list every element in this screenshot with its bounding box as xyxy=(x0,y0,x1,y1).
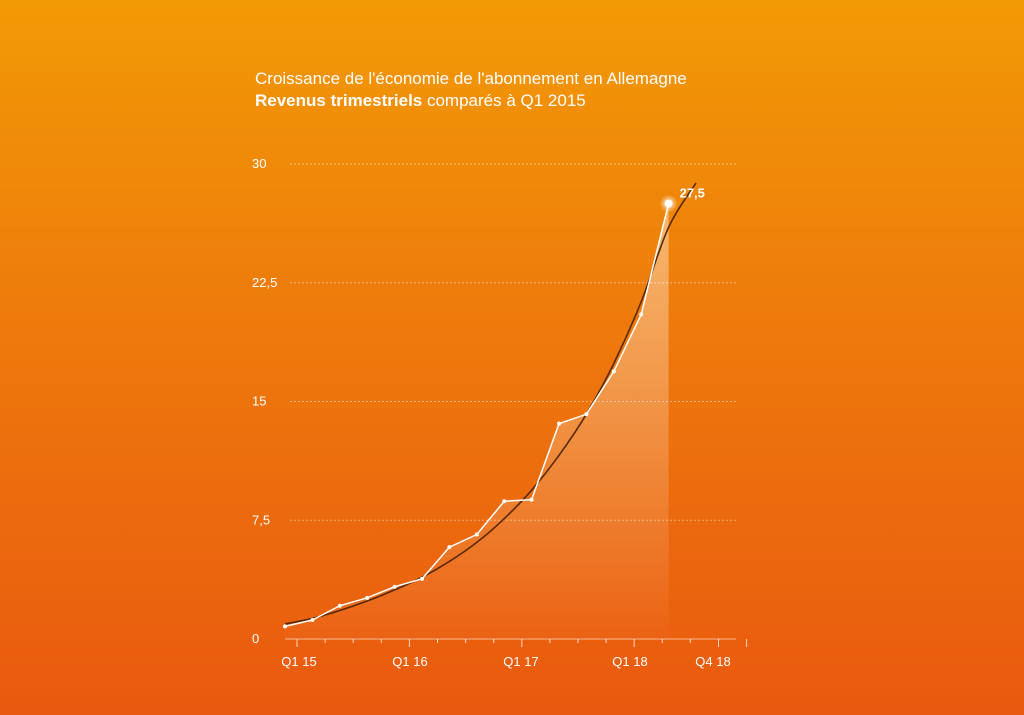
chart-title: Croissance de l'économie de l'abonnement… xyxy=(255,69,687,88)
data-point xyxy=(283,624,287,629)
data-label-last: 27,5 xyxy=(680,186,705,201)
x-tick-label: Q1 16 xyxy=(392,654,427,669)
x-tick-label: Q4 18 xyxy=(695,654,730,669)
data-point xyxy=(474,532,479,537)
area-layer xyxy=(285,203,669,640)
data-point xyxy=(611,369,616,374)
data-point xyxy=(310,618,315,622)
y-tick-label: 7,5 xyxy=(252,512,270,527)
drop-lines-layer xyxy=(284,203,670,639)
chart-subtitle-rest: comparés à Q1 2015 xyxy=(422,91,586,110)
points-layer xyxy=(283,194,678,629)
chart-title-block: Croissance de l'économie de l'abonnement… xyxy=(255,68,815,112)
data-point xyxy=(337,603,342,608)
y-tick-label: 0 xyxy=(252,631,259,646)
chart-subtitle-bold: Revenus trimestriels xyxy=(255,91,423,110)
data-point xyxy=(557,421,561,426)
data-point xyxy=(365,595,370,600)
x-tick-label: Q1 17 xyxy=(503,654,538,669)
data-point xyxy=(529,497,534,502)
y-tick-label: 22,5 xyxy=(252,275,277,290)
labels-layer: 0 7,5 15 22,5 30 Q1 15 Q1 16 Q1 17 Q1 18 Q4 18 27,… xyxy=(252,156,731,669)
trend-curve xyxy=(284,182,697,625)
data-point xyxy=(639,312,644,317)
trend-layer xyxy=(284,182,697,625)
area-fill xyxy=(285,203,669,640)
data-point xyxy=(584,412,589,417)
data-point xyxy=(420,576,424,581)
chart-subtitle: Revenus trimestriels comparés à Q1 2015 xyxy=(255,90,815,112)
data-point xyxy=(447,545,452,550)
data-point xyxy=(392,584,397,589)
data-point xyxy=(502,499,507,504)
axis-layer xyxy=(285,638,748,647)
y-tick-label: 30 xyxy=(252,156,266,171)
y-tick-label: 15 xyxy=(252,394,266,409)
x-tick-label: Q1 15 xyxy=(281,654,316,669)
x-tick-label: Q1 18 xyxy=(612,654,647,669)
data-point xyxy=(664,199,673,208)
